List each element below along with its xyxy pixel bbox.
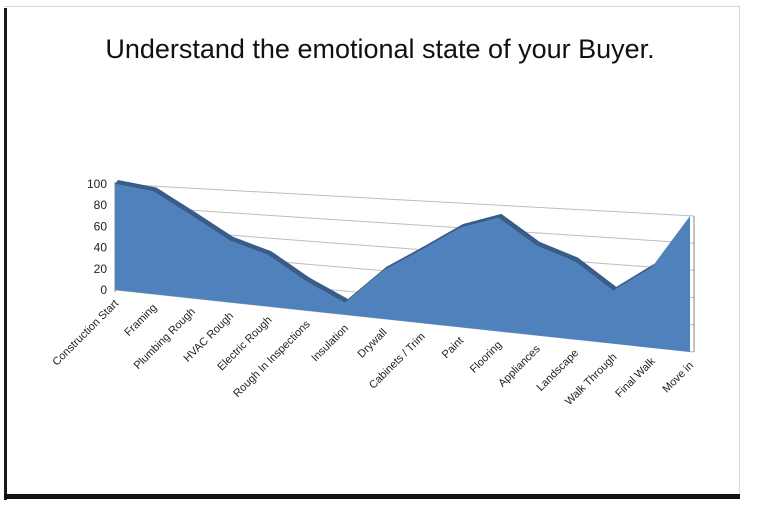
- gridline: [114, 183, 695, 217]
- gridline: [114, 204, 695, 244]
- slide-border-left: [4, 8, 7, 500]
- slide-title: Understand the emotional state of your B…: [105, 34, 655, 64]
- y-tick-label: 20: [94, 262, 108, 276]
- y-tick-label: 60: [94, 219, 108, 233]
- x-tick-label: Move in: [660, 360, 696, 396]
- x-tick-label: Construction Start: [50, 298, 121, 369]
- x-tick-label: Rough In Inspections: [231, 318, 313, 400]
- area-series-fill: [115, 184, 690, 352]
- x-tick-label: Drywall: [355, 327, 389, 361]
- x-tick-label: Framing: [122, 302, 159, 339]
- slide-border-top: [4, 6, 740, 7]
- slide-border-bottom: [4, 494, 740, 499]
- slide-border-right: [739, 6, 740, 496]
- x-tick-label: Final Walk: [613, 355, 658, 400]
- x-tick-label: Insulation: [309, 322, 351, 364]
- x-tick-label: Flooring: [468, 339, 505, 376]
- x-tick-label: Paint: [440, 335, 466, 361]
- y-tick-label: 80: [94, 198, 108, 212]
- y-tick-label: 100: [87, 177, 107, 191]
- y-tick-label: 0: [100, 283, 107, 297]
- y-tick-label: 40: [94, 241, 108, 255]
